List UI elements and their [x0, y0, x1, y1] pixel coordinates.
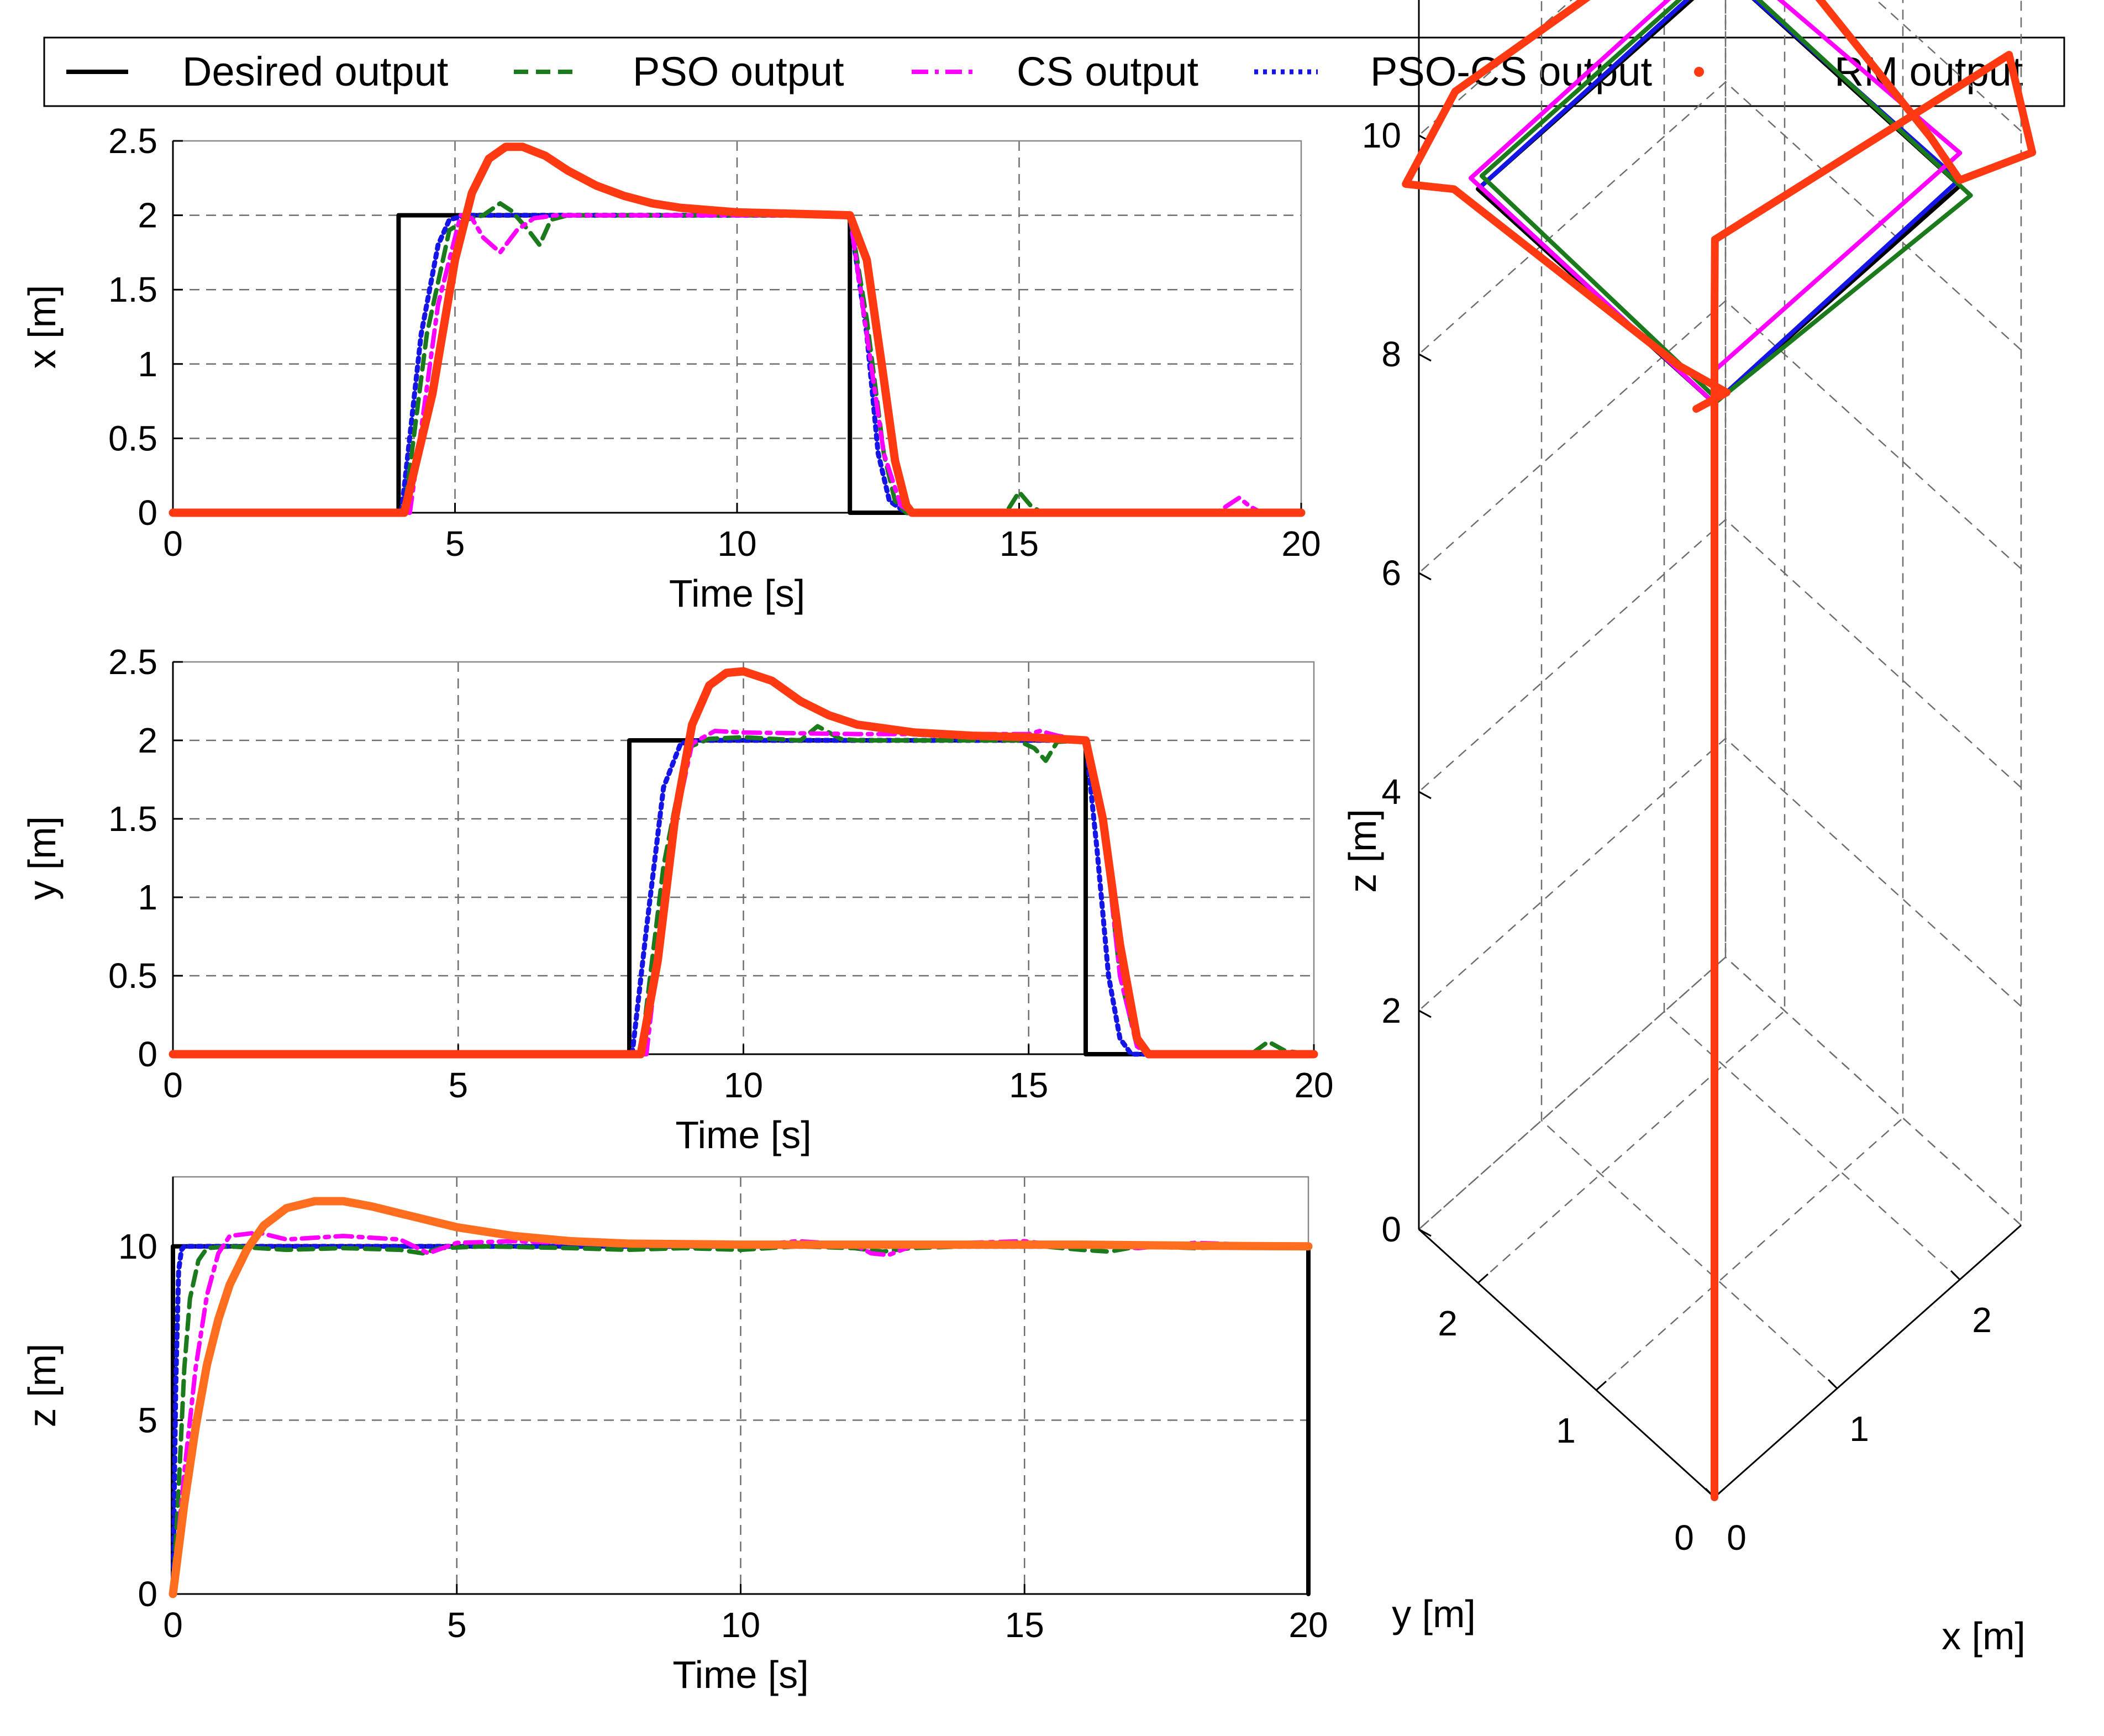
x-tick-label: 5 — [445, 524, 465, 564]
y-tick-label: 0.5 — [108, 418, 157, 458]
z-tick — [1418, 791, 1432, 799]
x-tick-label: 20 — [1294, 1065, 1333, 1105]
y-tick-label: 0 — [138, 1034, 157, 1074]
z-tick — [1418, 1228, 1432, 1237]
legend-label-pso: PSO output — [633, 49, 844, 94]
x-plot: 0 5 10 15 20 0 0.5 1 1.5 2 2.5 Time [s] x [m] — [20, 121, 1321, 615]
x-tick-label: 20 — [1281, 524, 1321, 564]
grid-line-z — [1418, 299, 2022, 574]
z-tick-label: 2 — [1381, 991, 1401, 1030]
y-axis-label: z [m] — [20, 1344, 64, 1428]
x-axis — [1714, 1224, 2022, 1498]
grid-line-z — [1418, 518, 2022, 792]
z-tick-label: 6 — [1381, 553, 1401, 593]
series-line-rm_z — [169, 1197, 1313, 1598]
y-tick — [1477, 1273, 1488, 1284]
y-tick-label: 2.5 — [108, 642, 157, 682]
x-tick-label: 5 — [448, 1065, 468, 1105]
y-axis — [1418, 1228, 1716, 1498]
z-plot: 0 5 10 15 20 0 5 10 Time [s] z [m] — [20, 1176, 1328, 1696]
y-axis-label: x [m] — [20, 285, 64, 369]
y-plot: 0 5 10 15 20 0 0.5 1 1.5 2 2.5 Time [s] y [m] — [20, 642, 1334, 1156]
y-tick-label: 10 — [118, 1227, 157, 1266]
x-axis-label: x [m] — [1942, 1614, 2026, 1658]
y-tick-label: 0.5 — [108, 956, 157, 996]
grid-line-y — [1418, 0, 1727, 1230]
xyz-3d-plot: 024681012012012x [m]y [m]z [m] — [1341, 0, 2037, 1658]
grid-line-x — [1418, 0, 1715, 1498]
y-tick-label: 1.5 — [108, 270, 157, 309]
x-tick-label: 0 — [163, 1065, 183, 1105]
z-axis-label: z [m] — [1341, 809, 1384, 893]
x-tick-label: 10 — [717, 524, 756, 564]
x-tick — [1950, 1270, 1961, 1281]
x-tick-label: 10 — [724, 1065, 763, 1105]
x-tick-label: 15 — [1005, 1605, 1044, 1645]
x-tick-label: 10 — [721, 1605, 760, 1645]
y-tick-label: 1 — [1556, 1411, 1576, 1450]
grid-line-z — [1418, 956, 2022, 1230]
grid-line-x — [1540, 0, 1838, 1389]
series-line-rm — [169, 667, 1318, 1059]
x-tick-label: 5 — [447, 1605, 467, 1645]
series-line-psocs — [1478, 0, 1961, 1500]
z-tick-label: 8 — [1381, 334, 1401, 374]
z-tick — [1418, 572, 1432, 581]
x-tick-label: 2 — [1972, 1300, 1992, 1340]
z-tick — [1418, 353, 1432, 362]
grid-line-z — [1418, 737, 2022, 1011]
series-line-desired — [1476, 0, 1962, 1500]
y-tick-label: 1 — [138, 344, 157, 384]
x-axis-label: Time [s] — [669, 572, 805, 615]
x-axis-label: Time [s] — [675, 1113, 811, 1156]
x-tick-label: 1 — [1849, 1409, 1869, 1449]
grid-line-x — [1724, 0, 2022, 1226]
x-tick — [1827, 1379, 1838, 1390]
x-tick-label: 0 — [1727, 1518, 1747, 1558]
z-tick-label: 0 — [1381, 1209, 1401, 1249]
series-line-pso — [171, 1242, 1311, 1596]
grid-line-x — [1663, 0, 1960, 1280]
z-tick-label: 10 — [1362, 115, 1401, 155]
y-tick-label: 1 — [138, 877, 157, 917]
series-line-rm — [1402, 0, 2037, 1501]
y-tick-label: 2 — [1438, 1303, 1458, 1343]
series-line-pso — [171, 724, 1316, 1056]
y-tick-label: 0 — [138, 493, 157, 533]
series-line-rm — [169, 143, 1306, 517]
y-tick-label: 0 — [138, 1574, 157, 1614]
x-tick-label: 0 — [163, 524, 183, 564]
y-axis-label: y [m] — [1392, 1592, 1476, 1635]
y-tick-label: 0 — [1674, 1518, 1694, 1558]
legend-label-cs: CS output — [1017, 49, 1199, 94]
legend-marker-rm — [1694, 67, 1704, 77]
grid-line-y — [1477, 0, 1786, 1283]
y-tick-label: 2 — [138, 720, 157, 760]
y-tick-label: 1.5 — [108, 799, 157, 839]
y-tick-label: 5 — [138, 1400, 157, 1440]
y-axis-label: y [m] — [20, 816, 64, 900]
y-tick — [1596, 1380, 1607, 1391]
z-tick — [1418, 1009, 1432, 1018]
x-axis-label: Time [s] — [672, 1653, 808, 1696]
legend: Desired output PSO output CS output PSO-CS … — [43, 36, 2065, 107]
x-tick-label: 15 — [1009, 1065, 1048, 1105]
grid-line-y — [1596, 0, 1904, 1391]
legend-box — [43, 36, 2065, 107]
x-tick-label: 15 — [1000, 524, 1039, 564]
y-tick-label: 2 — [138, 196, 157, 235]
x-tick-label: 0 — [163, 1605, 183, 1645]
grid-line-y — [1714, 0, 2022, 1498]
legend-label-desired: Desired output — [182, 49, 449, 94]
y-tick-label: 2.5 — [108, 121, 157, 161]
series-line-psocs — [170, 1244, 1311, 1597]
x-tick-label: 20 — [1288, 1605, 1328, 1645]
z-tick-label: 4 — [1381, 772, 1401, 812]
